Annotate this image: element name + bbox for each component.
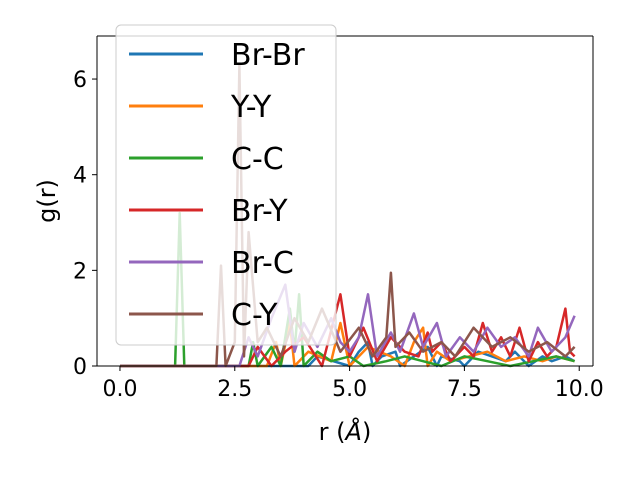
legend-label-br-y: Br-Y <box>231 194 288 229</box>
legend-label-c-y: C-Y <box>231 298 278 333</box>
x-tick-label: 2.5 <box>217 377 252 402</box>
y-tick-label: 6 <box>73 68 87 93</box>
y-tick-label: 0 <box>73 355 87 380</box>
legend: Br-Br Y-Y C-C Br-Y Br-C C-Y <box>115 24 337 346</box>
x-tick-label: 0.0 <box>102 377 137 402</box>
x-axis-label-close: ) <box>362 418 371 446</box>
x-axis-label-text: r ( <box>319 418 346 446</box>
legend-label-br-br: Br-Br <box>231 38 305 73</box>
legend-label-br-c: Br-C <box>231 246 294 281</box>
axes-layer: 0.0 2.5 5.0 7.5 10.0 0 2 4 6 <box>73 35 604 402</box>
legend-label-c-c: C-C <box>231 142 284 177</box>
x-axis-label-unit: Å <box>344 417 362 446</box>
x-axis-label: r (Å) <box>319 417 372 446</box>
legend-label-y-y: Y-Y <box>230 90 272 125</box>
x-tick-label: 7.5 <box>447 377 482 402</box>
x-tick-label: 10.0 <box>555 377 604 402</box>
y-axis-label: g(r) <box>33 179 61 223</box>
legend-box <box>115 24 337 346</box>
y-tick-label: 2 <box>73 259 87 284</box>
x-tick-label: 5.0 <box>332 377 367 402</box>
series-line-c-c <box>120 211 575 368</box>
y-tick-label: 4 <box>73 164 87 189</box>
